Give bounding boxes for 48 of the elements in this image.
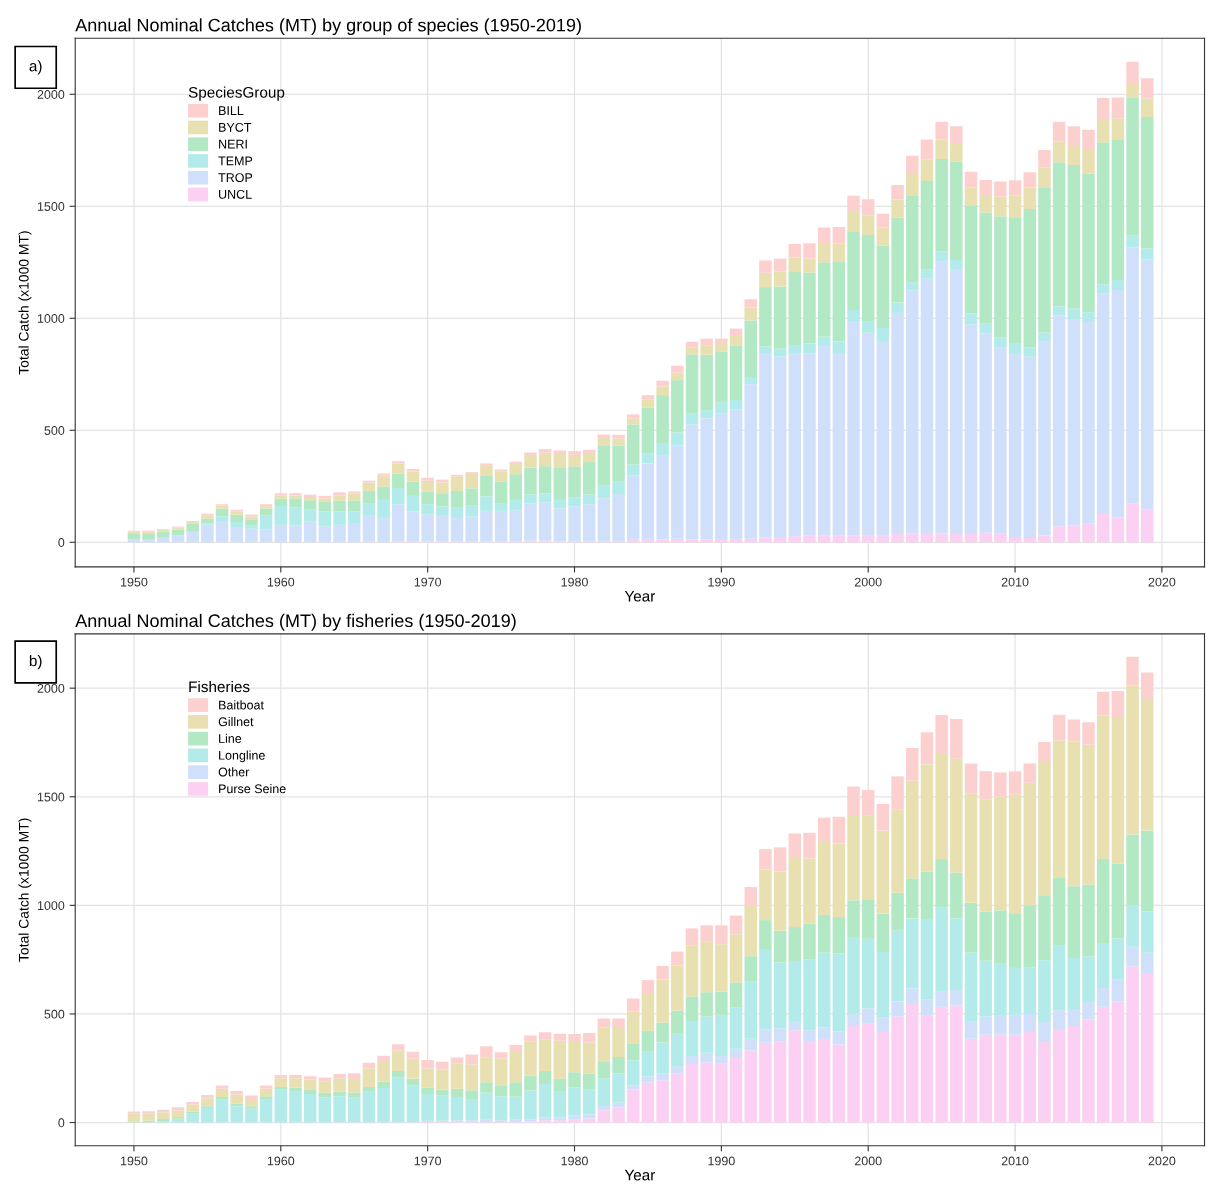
legend-label: Longline: [219, 750, 265, 763]
y-tick-label: 2000: [37, 683, 65, 693]
y-tick-label: 1000: [37, 901, 65, 910]
y-axis-title: Total Catch (x1000 MT): [18, 231, 32, 375]
x-tick-label: 2000: [854, 1156, 882, 1166]
x-tick-label: 2020: [1148, 1156, 1176, 1166]
chart-title: Annual Nominal Catches (MT) by group of species (1950-2019): [75, 18, 581, 36]
legend-label: TEMP: [218, 156, 253, 166]
legend-label: BILL: [219, 106, 244, 115]
y-axis-title: Total Catch (x1000 MT): [18, 818, 32, 962]
legend-label: Gillnet: [218, 717, 254, 727]
chart-title: Annual Nominal Catches (MT) by fisheries (1950-2019): [75, 613, 516, 631]
legend-title: SpeciesGroup: [188, 86, 285, 101]
x-tick-label: 1970: [414, 577, 442, 587]
legend-label: TROP: [218, 173, 253, 183]
legend-label: Baitboat: [219, 700, 264, 710]
x-tick-label: 2010: [1001, 577, 1029, 587]
y-tick-label: 500: [44, 426, 65, 435]
x-tick-label: 1980: [561, 1156, 588, 1166]
x-tick-label: 1950: [121, 1156, 148, 1166]
legend-label: NERI: [219, 139, 247, 149]
legend-label: Other: [218, 767, 250, 777]
y-tick-label: 0: [58, 1118, 65, 1128]
legend-label: BYCT: [219, 122, 252, 132]
x-axis-title: Year: [624, 1169, 656, 1181]
legend-title: Fisheries: [189, 680, 250, 693]
x-axis-title: Year: [624, 590, 656, 602]
y-tick-label: 1500: [37, 202, 65, 211]
y-tick-label: 1500: [37, 792, 65, 802]
x-tick-label: 1980: [561, 577, 588, 587]
legend-label: Purse Seine: [219, 784, 286, 794]
x-tick-label: 2020: [1148, 577, 1176, 587]
y-tick-label: 500: [44, 1009, 65, 1019]
legend-label: Line: [219, 733, 242, 743]
x-tick-label: 2000: [854, 577, 882, 587]
text: a): [29, 60, 42, 75]
x-tick-label: 2010: [1001, 1156, 1029, 1166]
x-tick-label: 1990: [708, 1156, 735, 1166]
x-tick-label: 1960: [267, 1156, 295, 1166]
text: b): [29, 654, 42, 670]
y-tick-label: 2000: [37, 90, 65, 99]
x-tick-label: 1990: [708, 577, 735, 587]
y-tick-label: 1000: [37, 314, 65, 323]
x-tick-label: 1950: [121, 577, 148, 587]
x-tick-label: 1960: [267, 577, 295, 587]
x-tick-label: 1970: [414, 1156, 442, 1166]
y-tick-label: 0: [58, 538, 65, 547]
legend-label: UNCL: [219, 189, 252, 199]
